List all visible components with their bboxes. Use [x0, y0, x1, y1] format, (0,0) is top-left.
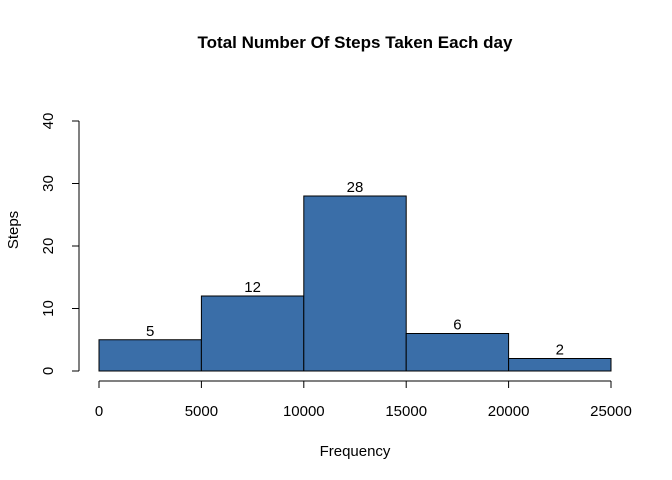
x-axis-label: Frequency [320, 443, 391, 460]
bar-4 [405, 333, 510, 372]
y-tick-label-4: 40 [40, 113, 57, 130]
bars-group [98, 195, 612, 372]
data-label-1: 5 [146, 323, 154, 340]
x-axis: 0 5000 10000 15000 20000 25000 [95, 380, 632, 420]
data-label-5: 2 [556, 342, 564, 359]
y-tick-label-2: 20 [40, 238, 57, 255]
bar-3 [303, 195, 407, 372]
data-label-3: 28 [347, 179, 364, 196]
x-tick-label-3: 15000 [385, 403, 427, 420]
bar-1 [98, 339, 202, 372]
x-tick-label-5: 25000 [590, 403, 632, 420]
chart-title: Total Number Of Steps Taken Each day [198, 33, 513, 52]
x-tick-label-2: 10000 [283, 403, 325, 420]
y-tick-label-0: 0 [40, 367, 57, 375]
x-tick-label-0: 0 [95, 403, 103, 420]
x-tick-label-1: 5000 [185, 403, 218, 420]
y-axis: 0 10 20 30 40 [40, 113, 80, 375]
y-tick-label-3: 30 [40, 175, 57, 192]
bar-5 [508, 358, 612, 372]
data-label-4: 6 [453, 317, 461, 334]
data-labels-group: 5 12 28 6 2 [146, 179, 564, 359]
y-axis-label: Steps [5, 211, 22, 249]
data-label-2: 12 [244, 279, 261, 296]
bar-2 [200, 295, 305, 372]
y-tick-label-1: 10 [40, 300, 57, 317]
x-tick-label-4: 20000 [488, 403, 530, 420]
